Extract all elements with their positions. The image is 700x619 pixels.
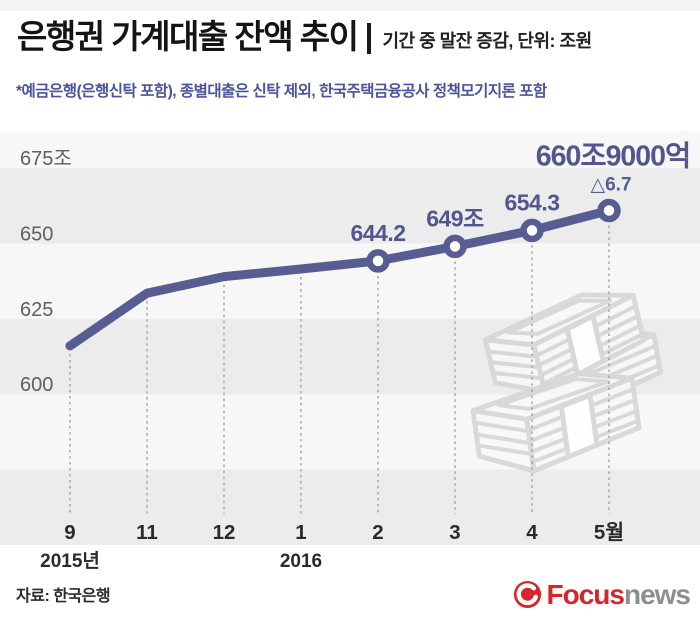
point-value-label: 660조9000억 [536, 141, 690, 173]
header: 은행권 가계대출 잔액 추이 기간 중 말잔 증감, 단위: 조원 [17, 18, 687, 56]
x-axis-label: 11 [136, 521, 158, 544]
data-point-marker [366, 249, 390, 273]
change-annotation: △6.7 [590, 175, 631, 196]
money-stack-icon [470, 292, 663, 474]
point-value-label: 644.2 [350, 220, 405, 246]
chart-band-layer [0, 131, 700, 545]
x-axis-year-label: 2016 [280, 551, 322, 572]
y-axis-label: 675조 [20, 148, 72, 170]
data-point-marker [443, 234, 467, 259]
page-title: 은행권 가계대출 잔액 추이 [17, 18, 359, 55]
top-strip [0, 0, 700, 11]
point-value-label: 654.3 [504, 189, 559, 215]
source-credit: 자료: 한국은행 [16, 588, 111, 605]
title-separator [367, 22, 372, 54]
data-point-marker [597, 198, 621, 223]
y-axis-label: 600 [20, 374, 53, 396]
x-axis-label: 1 [295, 521, 306, 544]
logo-text-primary: Focus [546, 578, 625, 610]
trend-line [65, 206, 614, 351]
grid-band [0, 168, 700, 244]
point-value-label: 649조 [426, 205, 484, 231]
y-axis-label: 650 [20, 223, 53, 245]
x-axis-label: 5월 [594, 521, 624, 544]
x-axis-year-label: 2015년 [40, 550, 100, 572]
chart-data-layer: 675조 650 625 600 644.2 649조 654.3 660조9000억△6.7… [20, 141, 691, 572]
focusnews-logo-icon [513, 580, 541, 609]
y-axis-label: 625 [20, 299, 53, 321]
x-axis-label: 12 [213, 521, 236, 544]
x-axis-label: 3 [449, 521, 460, 544]
focusnews-logo: Focus news [512, 579, 691, 610]
x-axis-label: 2 [372, 521, 383, 544]
footnote: *예금은행(은행신탁 포함), 종별대출은 신탁 제외, 한국주택금융공사 정책… [16, 83, 547, 100]
x-axis-label: 9 [64, 521, 75, 544]
data-point-marker [520, 218, 544, 243]
logo-text-secondary: news [623, 578, 691, 610]
x-axis-label: 4 [526, 521, 538, 544]
grid-band [0, 469, 700, 545]
chart-subtitle: 기간 중 말잔 증감, 단위: 조원 [382, 30, 592, 51]
